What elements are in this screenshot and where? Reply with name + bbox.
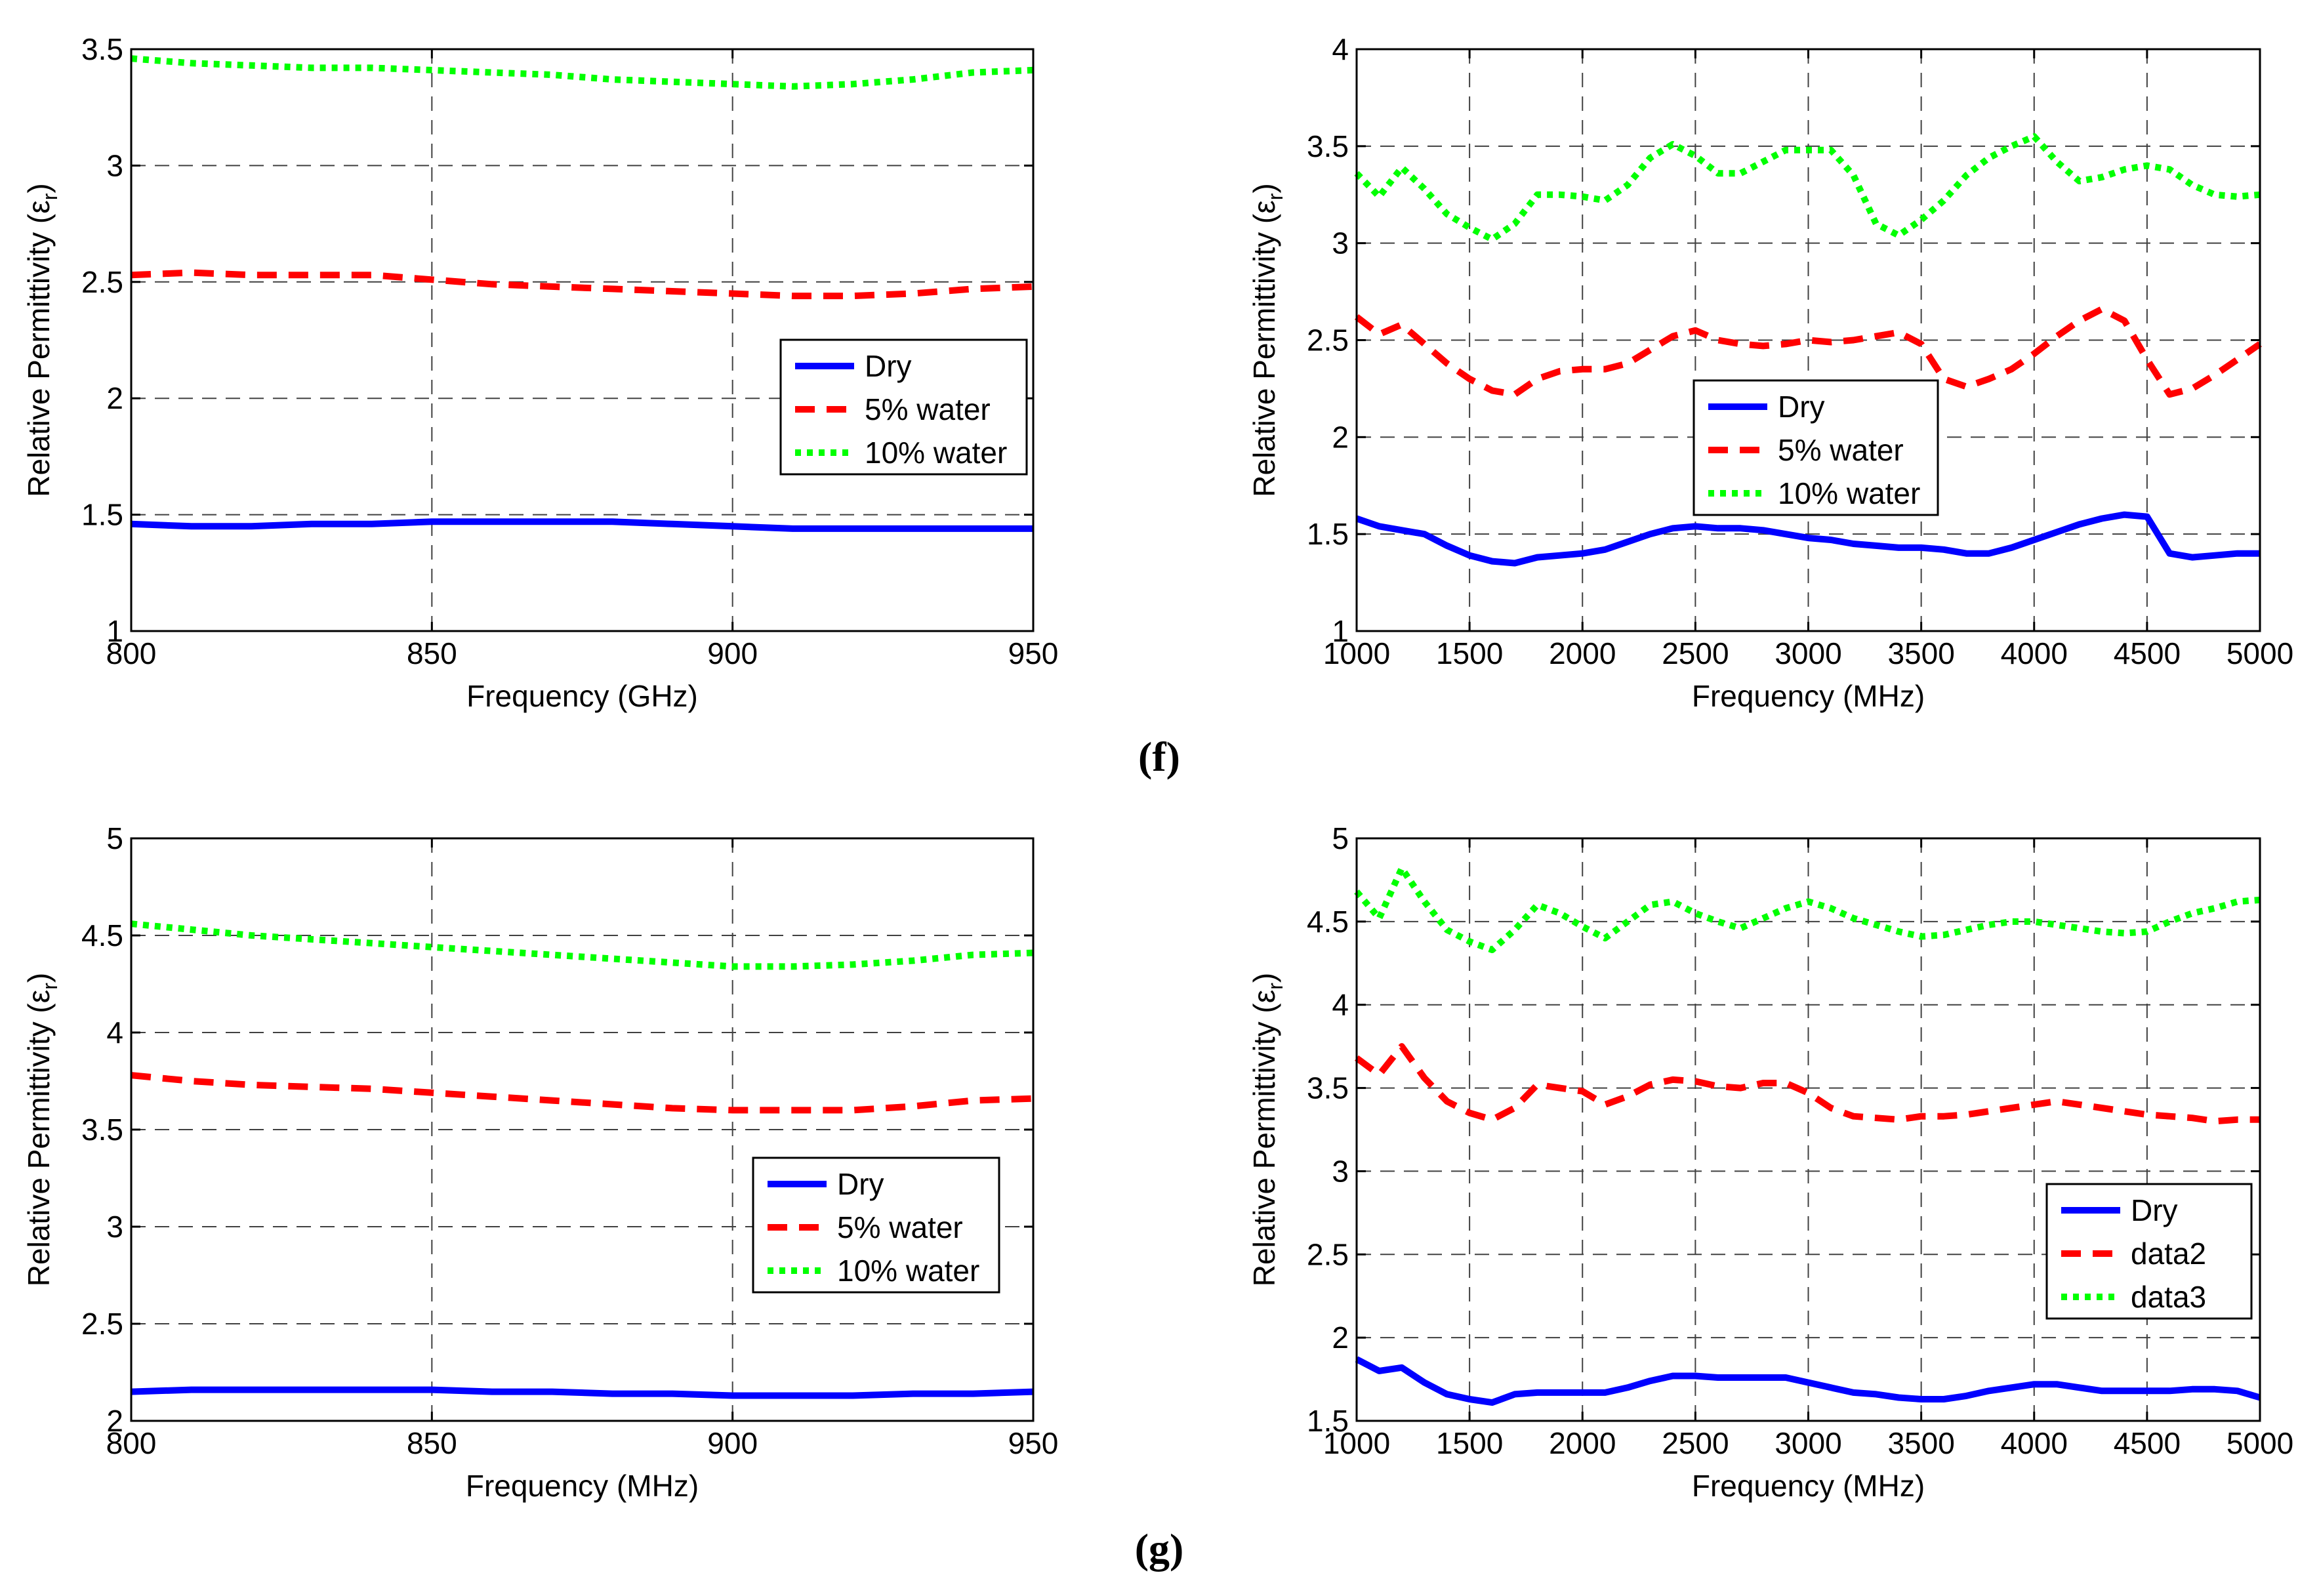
x-tick-label: 800 [106, 636, 157, 670]
y-tick-label: 5 [106, 821, 123, 855]
x-tick-label: 1500 [1436, 1426, 1503, 1460]
y-tick-label: 2.5 [1307, 1237, 1349, 1271]
y-tick-label: 3.5 [81, 32, 123, 66]
x-tick-label: 5000 [2227, 1426, 2293, 1460]
x-tick-label: 4500 [2114, 636, 2181, 670]
y-axis-label: Relative Permittivity (εr) [22, 183, 62, 497]
series-line-5-water [131, 269, 1034, 300]
x-tick-label: 2500 [1662, 1426, 1729, 1460]
x-tick-label: 4500 [2114, 1426, 2181, 1460]
y-tick-label: 3 [1332, 226, 1349, 260]
y-axis-label: Relative Permittivity (εr) [1247, 183, 1287, 497]
x-tick-label: 2000 [1549, 1426, 1616, 1460]
y-tick-label: 2 [1332, 1320, 1349, 1355]
y-tick-label: 3 [106, 1210, 123, 1244]
y-tick-label: 1.5 [1307, 1404, 1349, 1438]
legend-label-dry: Dry [837, 1167, 884, 1201]
x-tick-label: 1000 [1323, 636, 1390, 670]
y-axis-label: Relative Permittivity (εr) [22, 973, 62, 1286]
legend-label-data2: data2 [2131, 1237, 2206, 1271]
y-tick-label: 3 [106, 148, 123, 182]
series-line-data2 [1355, 1043, 2260, 1125]
y-tick-label: 4 [1332, 32, 1349, 66]
legend-label-data3: data3 [2131, 1280, 2206, 1314]
x-tick-label: 900 [707, 1426, 758, 1460]
y-tick-label: 2 [1332, 420, 1349, 454]
chart-dry-mix-1000-5000-mhz: 1000 1500 2000 2500 3000 3500 4000 4500 5000 1 1.5… [1247, 32, 2293, 713]
legend: Dry 5% water 10% water [1693, 379, 1939, 516]
legend-label-5-water: 5% water [837, 1210, 963, 1244]
y-tick-label: 4.5 [81, 918, 123, 952]
x-tick-label: 3000 [1775, 636, 1841, 670]
x-tick-label: 4000 [2001, 636, 2068, 670]
y-tick-label: 2.5 [81, 265, 123, 299]
y-tick-label: 5 [1332, 821, 1349, 855]
y-axis-label: Relative Permittivity (εr) [1247, 973, 1287, 1286]
series-line-data3 [1354, 865, 2261, 953]
x-tick-label: 3500 [1887, 636, 1954, 670]
legend-label-5-water: 5% water [1778, 433, 1904, 467]
x-tick-label: 850 [407, 636, 457, 670]
x-tick-label: 3000 [1775, 1426, 1841, 1460]
y-tick-label: 2.5 [1307, 323, 1349, 358]
x-tick-label: 900 [707, 636, 758, 670]
series-line-dry [1355, 1356, 2261, 1406]
legend-label-5-water: 5% water [865, 392, 991, 426]
legend-label-dry: Dry [865, 349, 912, 383]
y-tick-label: 1.5 [81, 498, 123, 532]
x-tick-label: 850 [407, 1426, 457, 1460]
y-tick-label: 2 [106, 1404, 123, 1438]
panel-label-g: (g) [1135, 1525, 1184, 1572]
x-axis-label: Frequency (MHz) [1692, 679, 1925, 713]
series-line-dry [1355, 511, 2260, 567]
y-tick-label: 1 [1332, 614, 1349, 648]
x-tick-label: 800 [106, 1426, 157, 1460]
y-tick-label: 2.5 [81, 1307, 123, 1341]
y-tick-label: 1.5 [1307, 517, 1349, 551]
x-tick-label: 1500 [1436, 636, 1503, 670]
legend: Dry 5% water 10% water [779, 338, 1028, 476]
chart-wet-mix-1000-5000-mhz: 1000 1500 2000 2500 3000 3500 4000 4500 5000 1.5 2… [1247, 821, 2293, 1503]
y-tick-label: 3.5 [1307, 129, 1349, 163]
y-tick-label: 3.5 [81, 1113, 123, 1147]
x-tick-label: 950 [1008, 636, 1059, 670]
series-line-dry [131, 518, 1033, 532]
y-tick-label: 2 [106, 381, 123, 415]
series-line-10-water [1354, 133, 2261, 243]
y-tick-label: 4.5 [1307, 905, 1349, 939]
legend-label-10-water: 10% water [1778, 476, 1920, 510]
x-tick-label: 4000 [2001, 1426, 2068, 1460]
x-tick-label: 5000 [2227, 636, 2293, 670]
series-line-dry [131, 1386, 1034, 1399]
legend: Dry data2 data3 [2045, 1183, 2253, 1320]
series-line-10-water [131, 55, 1034, 90]
legend-label-10-water: 10% water [837, 1254, 979, 1288]
y-tick-label: 4 [1332, 988, 1349, 1022]
series-line-5-water [131, 1072, 1034, 1114]
x-tick-label: 3500 [1887, 1426, 1954, 1460]
series-line-10-water [131, 920, 1034, 970]
legend: Dry 5% water 10% water [752, 1156, 1000, 1294]
panel-label-f: (f) [1138, 733, 1180, 780]
chart-dry-mix-800-950-ghz: 800 850 900 950 1 1.5 2 2.5 3 3.5 Frequency (GHz) R… [22, 32, 1058, 713]
legend-label-dry: Dry [1778, 390, 1825, 424]
x-axis-label: Frequency (MHz) [1692, 1469, 1925, 1503]
chart-wet-mix-800-950-mhz: 800 850 900 950 2 2.5 3 3.5 4 4.5 5 Frequency (MHz)… [22, 821, 1058, 1503]
x-axis-label: Frequency (GHz) [466, 679, 698, 713]
x-tick-label: 1000 [1323, 1426, 1390, 1460]
legend-label-dry: Dry [2131, 1193, 2178, 1227]
x-axis-label: Frequency (MHz) [466, 1469, 699, 1503]
legend-label-10-water: 10% water [865, 436, 1007, 470]
x-tick-label: 2500 [1662, 636, 1729, 670]
x-tick-label: 950 [1008, 1426, 1059, 1460]
x-tick-label: 2000 [1549, 636, 1616, 670]
y-tick-label: 4 [106, 1015, 123, 1050]
y-tick-label: 3.5 [1307, 1071, 1349, 1105]
y-tick-label: 1 [106, 614, 123, 648]
axes-frame [130, 48, 1035, 632]
y-tick-label: 3 [1332, 1154, 1349, 1188]
